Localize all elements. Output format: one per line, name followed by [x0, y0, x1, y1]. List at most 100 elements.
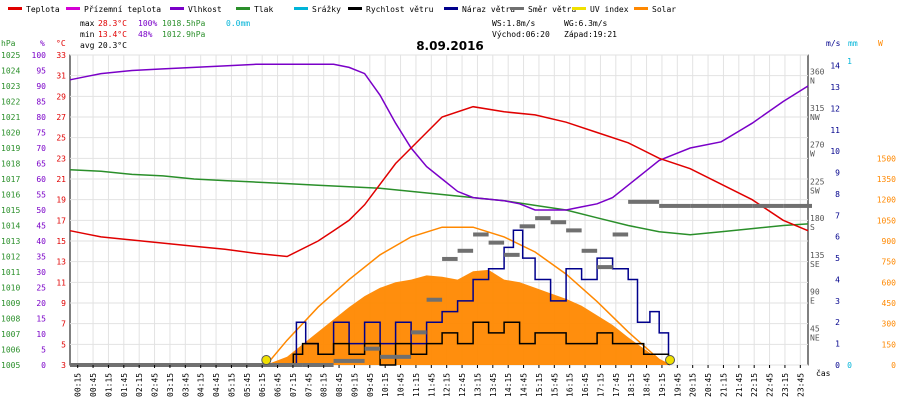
solar-axis-tick: 1050 — [877, 216, 896, 225]
wind-direction-dash — [808, 203, 812, 208]
wind-direction-dash — [612, 232, 629, 237]
axes-layer: 1005100610071008100910101011101210131014… — [1, 39, 896, 397]
direction-axis-dir-label: N — [810, 76, 815, 85]
wind-axis-tick: 0 — [835, 361, 840, 370]
legend-swatch-gust — [444, 7, 458, 10]
pressure-axis-tick: 1020 — [1, 129, 20, 138]
x-tick-label: 09:15 — [350, 373, 359, 397]
temperature-axis-tick: 25 — [56, 134, 66, 143]
wind-axis-tick: 12 — [830, 104, 840, 113]
stat-min-press: 1012.9hPa — [162, 30, 206, 39]
humidity-axis-tick: 25 — [36, 284, 46, 293]
x-tick-label: 07:15 — [289, 373, 298, 397]
wind-axis-tick: 4 — [835, 275, 840, 284]
x-tick-label: 13:45 — [489, 373, 498, 397]
pressure-axis-tick: 1009 — [1, 299, 20, 308]
stat-max-rain: 0.0mm — [226, 19, 250, 28]
wind-direction-dash — [302, 363, 334, 367]
pressure-axis-tick: 1023 — [1, 82, 20, 91]
humidity-axis-tick: 100 — [32, 51, 47, 60]
x-tick-label: 05:15 — [227, 373, 236, 397]
legend-swatch-press — [236, 7, 250, 10]
pressure-axis-tick: 1021 — [1, 113, 20, 122]
legend-swatch-feel — [66, 7, 80, 10]
pressure-axis-title: hPa — [1, 39, 16, 48]
wind-direction-dash — [550, 220, 567, 225]
temperature-axis-tick: 21 — [56, 175, 66, 184]
direction-axis-tick: 315 — [810, 104, 825, 113]
humidity-axis-tick: 10 — [36, 330, 46, 339]
temperature-axis-tick: 27 — [56, 113, 66, 122]
wind-direction-dash — [721, 203, 753, 208]
humidity-axis-tick: 95 — [36, 67, 46, 76]
x-tick-label: 22:15 — [750, 373, 759, 397]
wind-direction-dash — [752, 203, 784, 208]
direction-axis-tick: 270 — [810, 141, 825, 150]
humidity-axis-tick: 55 — [36, 191, 46, 200]
solar-axis-tick: 750 — [882, 258, 897, 267]
wind-direction-dash — [70, 363, 303, 367]
humidity-axis-tick: 45 — [36, 222, 46, 231]
humidity-axis-tick: 5 — [41, 346, 46, 355]
solar-theory-line — [265, 226, 671, 366]
stat-max-press: 1018.5hPa — [162, 19, 206, 28]
temperature-axis-tick: 11 — [56, 278, 66, 287]
wind-direction-dash — [690, 203, 722, 208]
wind-direction-dash — [783, 203, 808, 208]
wind-axis-tick: 10 — [830, 147, 840, 156]
x-tick-label: 14:45 — [520, 373, 529, 397]
legend-label-press: Tlak — [254, 5, 273, 14]
wind-direction-dash — [535, 216, 551, 221]
humidity-axis-tick: 40 — [36, 237, 46, 246]
wind-direction-dash — [380, 354, 412, 359]
stat-max-label: max — [80, 19, 95, 28]
pressure-axis-tick: 1010 — [1, 284, 20, 293]
legend-label-wind: Rychlost větru — [366, 5, 434, 14]
x-tick-label: 17:45 — [612, 373, 621, 397]
wind-direction-dash — [504, 252, 520, 257]
legend-label-dir: Směr větru — [528, 5, 576, 14]
legend-swatch-solar — [634, 7, 648, 10]
pressure-axis-tick: 1011 — [1, 268, 20, 277]
wind-direction-dash — [659, 203, 691, 208]
temperature-axis-tick: 9 — [61, 299, 66, 308]
sunset-marker — [665, 355, 676, 365]
x-tick-label: 23:45 — [796, 373, 805, 397]
wind-axis-tick: 13 — [830, 83, 840, 92]
legend-label-gust: Náraz větru — [462, 5, 515, 14]
humidity-axis-tick: 60 — [36, 175, 46, 184]
wind-direction-dash — [628, 199, 660, 204]
x-tick-label: 20:45 — [704, 373, 713, 397]
wind-axis-tick: 1 — [835, 340, 840, 349]
wind-axis-tick: 14 — [830, 62, 840, 71]
x-tick-label: 00:15 — [74, 373, 83, 397]
pressure-axis-tick: 1017 — [1, 175, 20, 184]
solar-axis-tick: 450 — [882, 299, 897, 308]
pressure-axis-tick: 1024 — [1, 67, 20, 76]
x-tick-label: 11:15 — [412, 373, 421, 397]
pressure-axis-tick: 1013 — [1, 237, 20, 246]
wind-axis-tick: 3 — [835, 297, 840, 306]
direction-axis-tick: 360 — [810, 67, 825, 76]
temperature-axis-tick: 31 — [56, 72, 66, 81]
legend-label-uv: UV index — [590, 5, 629, 14]
direction-axis-dir-label: SE — [810, 260, 820, 269]
x-tick-label: 07:45 — [304, 373, 313, 397]
legend-swatch-uv — [572, 7, 586, 10]
legend-swatch-wind — [348, 7, 362, 10]
x-tick-label: 00:45 — [89, 373, 98, 397]
wind-direction-dash — [488, 240, 505, 245]
temperature-axis-tick: 17 — [56, 216, 66, 225]
x-tick-label: 09:45 — [366, 373, 375, 397]
temperature-axis-tick: 23 — [56, 154, 66, 163]
temperature-axis-tick: 5 — [61, 340, 66, 349]
x-tick-label: 19:45 — [673, 373, 682, 397]
pressure-line — [69, 168, 809, 236]
stat-ws: WS:1.8m/s — [492, 19, 536, 28]
direction-axis-tick: 135 — [810, 251, 825, 260]
solar-axis-tick: 1200 — [877, 196, 896, 205]
x-tick-label: 04:45 — [212, 373, 221, 397]
temperature-axis-title: °C — [56, 39, 66, 48]
solar-axis-tick: 150 — [882, 340, 897, 349]
wind-axis-tick: 8 — [835, 190, 840, 199]
